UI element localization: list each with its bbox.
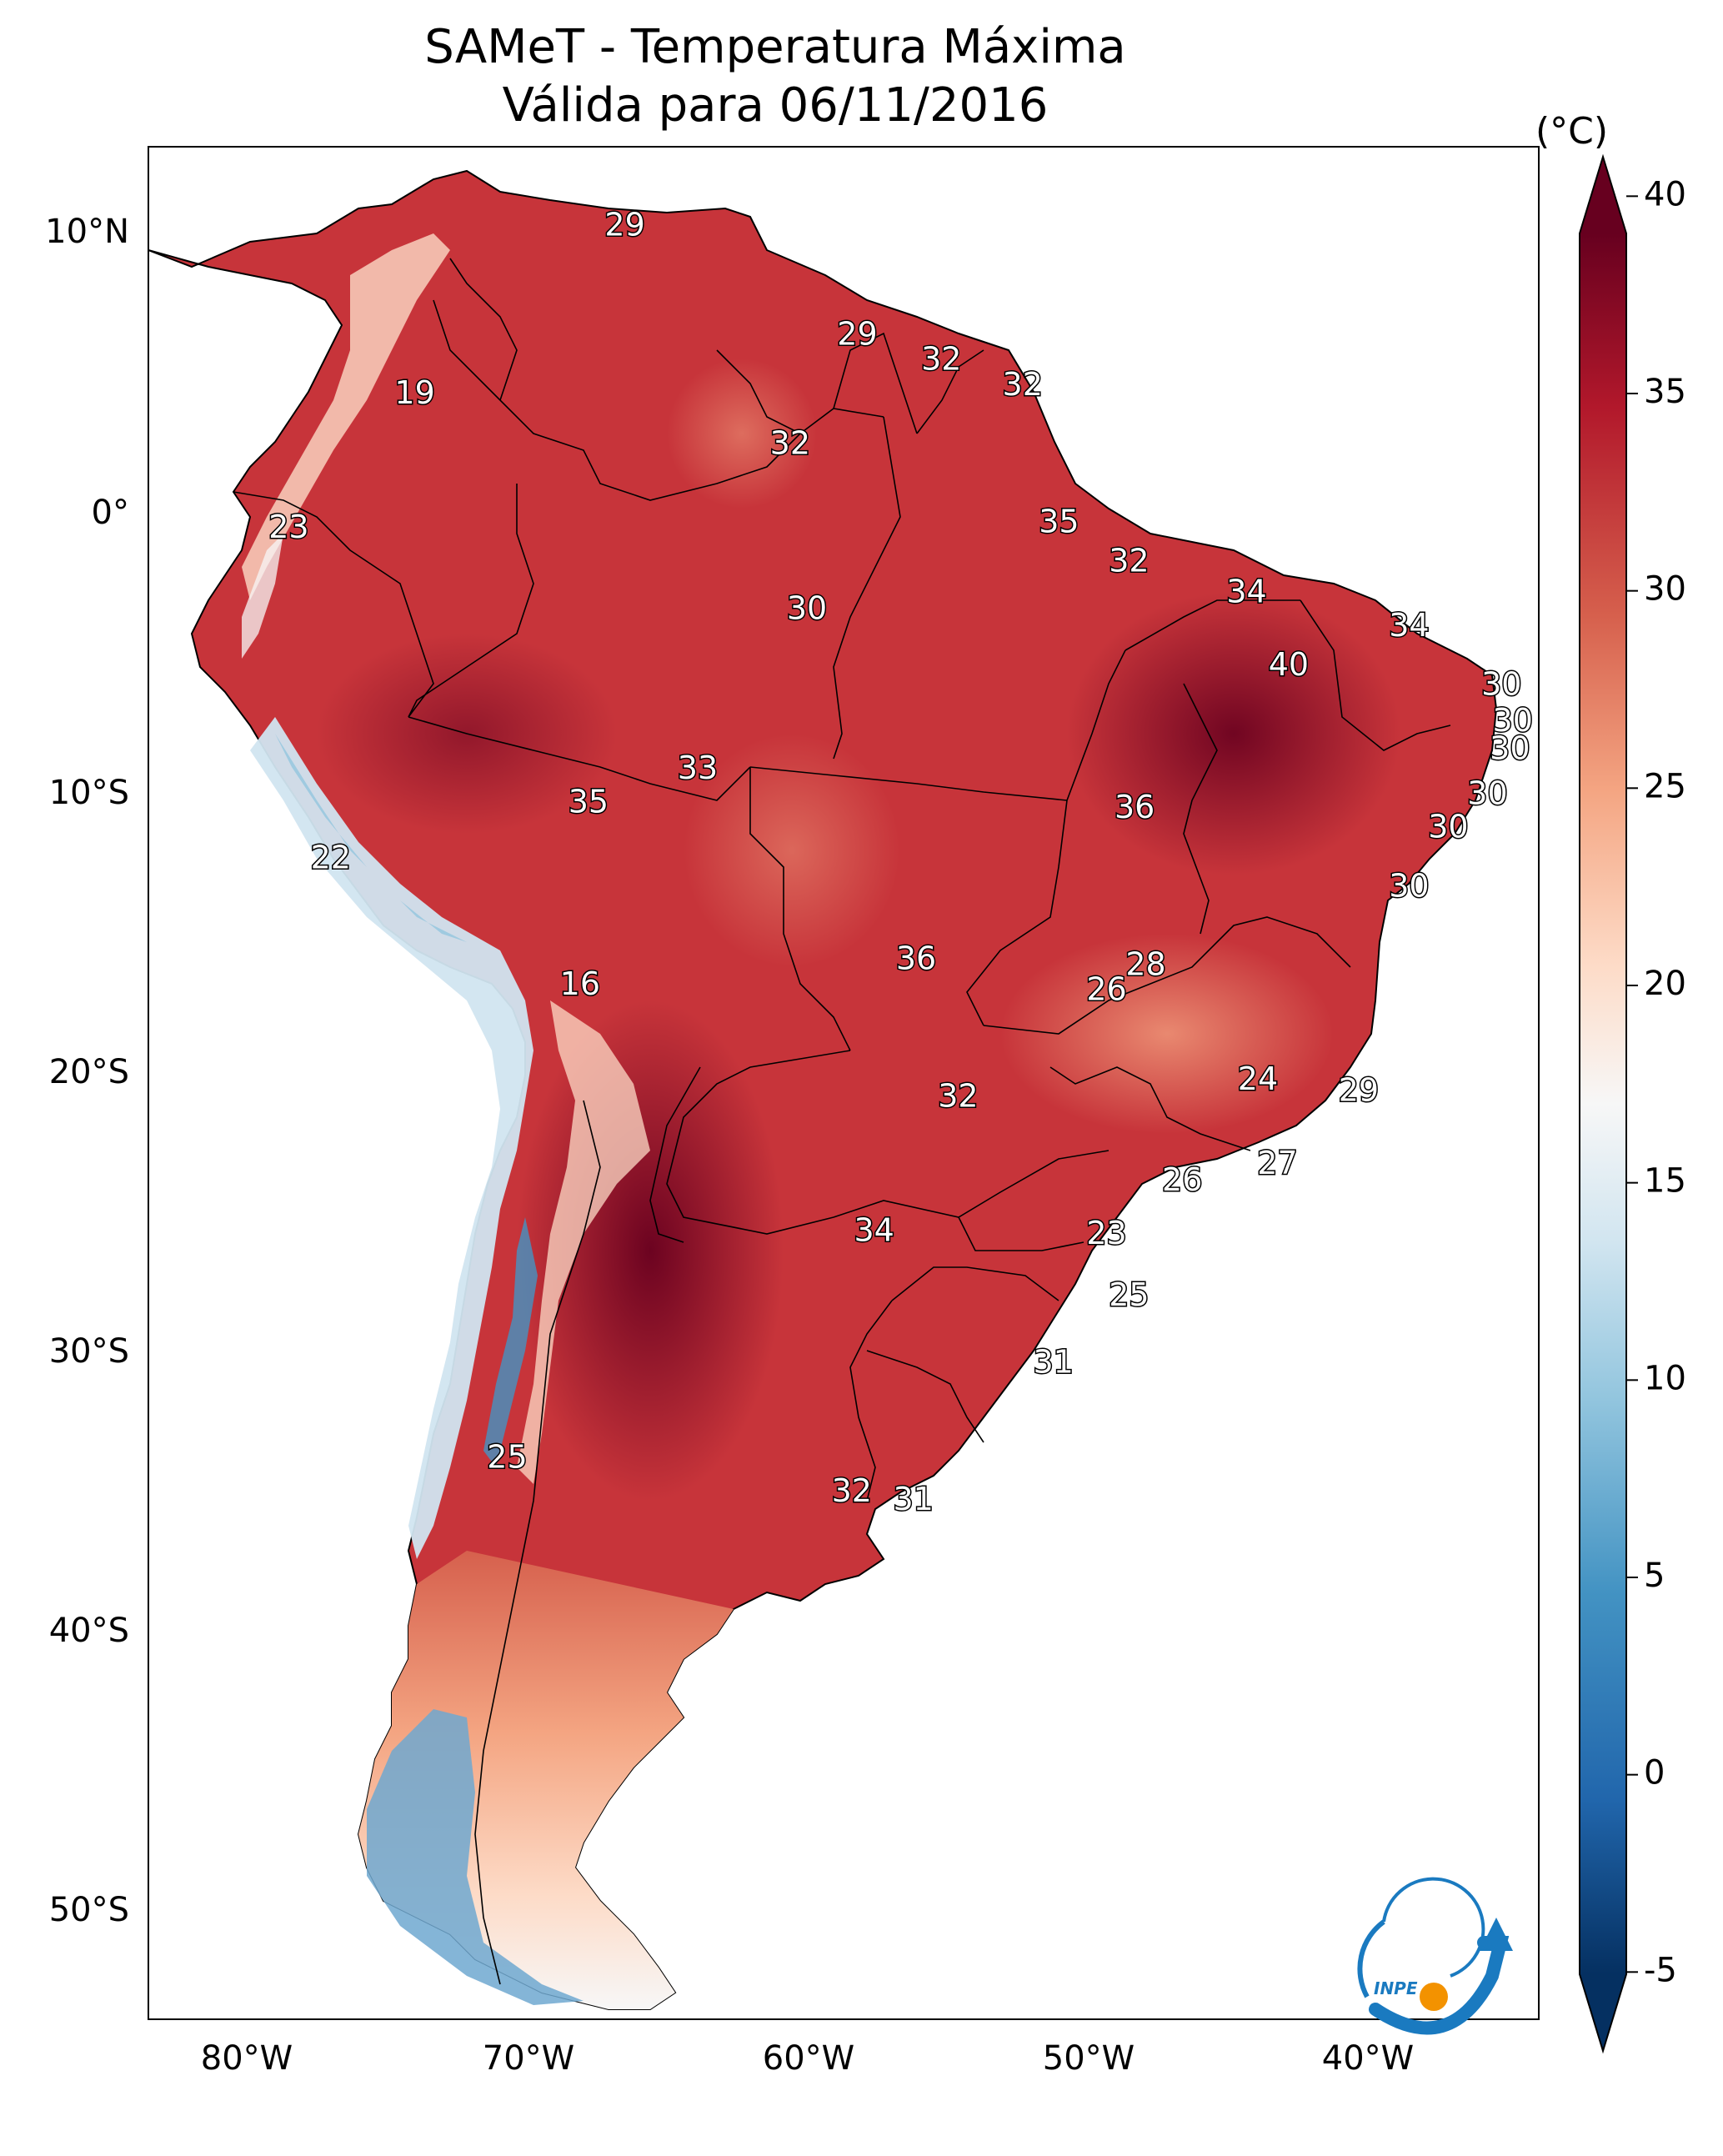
station-value-label: 32 — [938, 1077, 978, 1114]
station-value-label: 34 — [1389, 607, 1429, 644]
station-value-label: 22 — [311, 840, 351, 876]
station-value-label: 26 — [1086, 971, 1126, 1008]
colorbar-outline — [1579, 153, 1627, 2054]
lat-tick-30S: 30°S — [49, 1332, 129, 1371]
station-value-label: 32 — [1109, 543, 1149, 579]
station-value-label: 23 — [1086, 1215, 1126, 1251]
lat-tick-50S: 50°S — [49, 1891, 129, 1929]
station-value-label: 23 — [268, 509, 308, 545]
logo-orange-dot — [1420, 1983, 1448, 2011]
colorbar: (°C) 40 35 30 25 20 15 10 5 0 -5 — [1535, 110, 1686, 2054]
andes-cold-south — [367, 1709, 584, 2005]
colorbar-body — [1580, 233, 1626, 1974]
station-value-label: 25 — [1109, 1276, 1149, 1313]
map-title: SAMeT - Temperatura Máxima — [424, 20, 1126, 74]
colorbar-top-arrow — [1580, 157, 1626, 233]
colorbar-tick-label: 25 — [1644, 767, 1686, 805]
logo-orbit-inner — [1382, 1877, 1485, 1978]
colorbar-tick-label: 10 — [1644, 1359, 1686, 1397]
colorbar-bottom-arrow — [1580, 1974, 1626, 2051]
station-value-label: 28 — [1125, 945, 1165, 982]
temperature-field — [148, 169, 1498, 2010]
station-value-label: 16 — [560, 965, 600, 1002]
station-value-label: 29 — [1339, 1072, 1379, 1109]
station-value-label: 30 — [787, 590, 827, 627]
station-value-label: 30 — [1467, 775, 1507, 811]
colorbar-tick-label: 30 — [1644, 570, 1686, 609]
station-value-label: 36 — [896, 940, 936, 977]
station-value-label: 30 — [1481, 665, 1521, 702]
colorbar-unit: (°C) — [1535, 110, 1608, 153]
colorbar-tick-label: 20 — [1644, 965, 1686, 1003]
logo-text: INPE — [1374, 1978, 1418, 1998]
inpe-logo: INPE — [1357, 1877, 1513, 2035]
station-value-label: 35 — [1039, 504, 1079, 540]
station-value-label: 32 — [1003, 366, 1043, 403]
station-value-label: 24 — [1238, 1060, 1278, 1097]
lon-tick-70W: 70°W — [483, 2039, 574, 2078]
station-value-label: 19 — [394, 374, 434, 411]
colorbar-tick-label: 15 — [1644, 1162, 1686, 1201]
station-value-label: 40 — [1269, 646, 1309, 683]
station-value-label: 34 — [854, 1212, 894, 1249]
station-value-label: 30 — [1428, 809, 1468, 845]
country-borders — [233, 258, 1451, 1985]
latitude-axis: 10°N 0° 10°S 20°S 30°S 40°S 50°S — [45, 213, 129, 1929]
andes-blue-streak — [483, 1217, 538, 1467]
lat-tick-40S: 40°S — [49, 1612, 129, 1650]
station-value-label: 30 — [1490, 730, 1530, 767]
map-title-block: SAMeT - Temperatura Máxima Válida para 0… — [0, 18, 1723, 135]
logo-swoosh — [1369, 1936, 1510, 2035]
map-subtitle: Válida para 06/11/2016 — [502, 78, 1049, 133]
colorbar-tick-label: -5 — [1644, 1951, 1677, 1989]
lon-tick-50W: 50°W — [1043, 2039, 1134, 2078]
map-frame — [148, 146, 1540, 2020]
station-value-label: 29 — [837, 315, 877, 352]
station-value-label: 31 — [894, 1481, 934, 1517]
lat-tick-0: 0° — [92, 494, 129, 532]
station-value-label: 31 — [1034, 1344, 1074, 1381]
station-value-label: 29 — [604, 206, 644, 243]
station-value-label: 33 — [678, 750, 718, 786]
station-value-label: 32 — [921, 341, 961, 378]
station-value-label: 32 — [770, 424, 810, 461]
station-value-label: 30 — [1389, 867, 1429, 904]
cool-region-central — [684, 734, 900, 967]
longitude-axis: 80°W 70°W 60°W 50°W 40°W — [201, 2039, 1414, 2078]
colorbar-tick-label: 0 — [1644, 1754, 1665, 1792]
lat-tick-20S: 20°S — [49, 1053, 129, 1091]
andes-ecuador — [242, 534, 283, 659]
station-value-label: 36 — [1114, 789, 1155, 825]
andes-cold-central — [250, 717, 533, 1559]
cool-region-southeast — [1000, 934, 1334, 1134]
colorbar-tick-label: 5 — [1644, 1557, 1665, 1595]
andes-colombia — [242, 233, 450, 600]
station-value-label: 34 — [1226, 574, 1266, 610]
station-value-label: 32 — [832, 1472, 872, 1509]
station-value-label: 30 — [1493, 702, 1533, 739]
logo-orbit-left — [1357, 1919, 1385, 1998]
cool-region-roraima — [667, 358, 817, 509]
colorbar-ticks: 40 35 30 25 20 15 10 5 0 -5 — [1626, 175, 1686, 1989]
lat-tick-10N: 10°N — [45, 213, 129, 251]
colorbar-tick-label: 35 — [1644, 373, 1686, 411]
lat-tick-10S: 10°S — [49, 774, 129, 812]
colorbar-tick-label: 40 — [1644, 175, 1686, 213]
lon-tick-60W: 60°W — [763, 2039, 854, 2078]
station-value-label: 35 — [568, 784, 609, 820]
hot-region-northeast — [1067, 592, 1400, 875]
station-value-label: 25 — [487, 1439, 527, 1476]
lon-tick-80W: 80°W — [201, 2039, 293, 2078]
station-value-label: 26 — [1162, 1161, 1202, 1198]
station-value-label: 27 — [1257, 1145, 1297, 1181]
lon-tick-40W: 40°W — [1322, 2039, 1414, 2078]
logo-arrow-head — [1480, 1918, 1513, 1951]
pre-andes-warm — [517, 1000, 650, 1484]
